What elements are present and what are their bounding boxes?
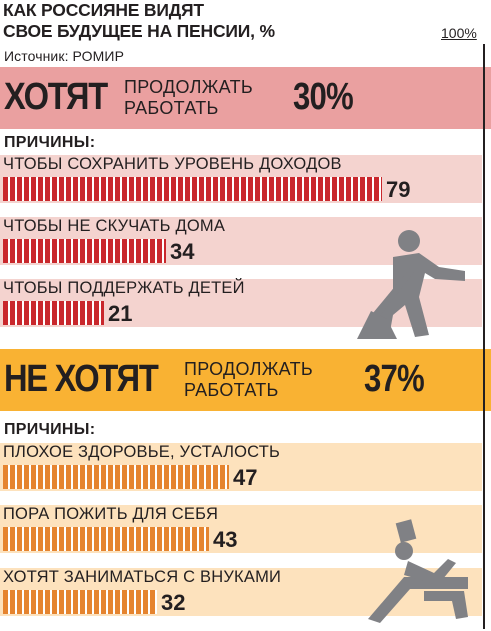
- reason-value-label: 47: [233, 465, 258, 490]
- want-to-work-header: ХОТЯТ ПРОДОЛЖАТЬ РАБОТАТЬ 30%: [0, 67, 491, 129]
- scale-max-label: 100%: [441, 25, 477, 41]
- reason-bar: [3, 527, 209, 551]
- group-subtitle-line-1: ПРОДОЛЖАТЬ: [124, 77, 253, 97]
- not-want-to-work-section: НЕ ХОТЯТ ПРОДОЛЖАТЬ РАБОТАТЬ 37% ПРИЧИНЫ…: [0, 349, 491, 631]
- reason-label: ЧТОБЫ НЕ СКУЧАТЬ ДОМА: [3, 217, 226, 235]
- not-want-to-work-header: НЕ ХОТЯТ ПРОДОЛЖАТЬ РАБОТАТЬ 37%: [0, 349, 491, 411]
- group-subtitle-line-2: РАБОТАТЬ: [124, 98, 219, 118]
- reason-label: ЧТОБЫ ПОДДЕРЖАТЬ ДЕТЕЙ: [3, 279, 245, 297]
- reason-label: ПЛОХОЕ ЗДОРОВЬЕ, УСТАЛОСТЬ: [3, 443, 281, 461]
- group-subtitle-line-1: ПРОДОЛЖАТЬ: [184, 359, 313, 379]
- reason-bar: [3, 177, 382, 201]
- reason-bar: [3, 465, 229, 489]
- reason-value-label: 43: [213, 527, 238, 552]
- reason-label: ХОТЯТ ЗАНИМАТЬСЯ С ВНУКАМИ: [3, 568, 282, 586]
- reason-bar: [3, 239, 166, 263]
- reason-label: ЧТОБЫ СОХРАНИТЬ УРОВЕНЬ ДОХОДОВ: [3, 155, 342, 173]
- reason-value-label: 32: [161, 590, 186, 615]
- group-subtitle-line-2: РАБОТАТЬ: [184, 380, 279, 400]
- title-line-2: СВОЕ БУДУЩЕЕ НА ПЕНСИИ, %: [3, 21, 275, 41]
- want-to-work-section: ХОТЯТ ПРОДОЛЖАТЬ РАБОТАТЬ 30% ПРИЧИНЫ: Ч…: [0, 67, 491, 349]
- chart-title: КАК РОССИЯНЕ ВИДЯТ СВОЕ БУДУЩЕЕ НА ПЕНСИ…: [3, 0, 275, 42]
- group-percent: 37%: [364, 358, 425, 400]
- reason-value-label: 79: [386, 177, 411, 202]
- reason-value-label: 34: [170, 239, 195, 264]
- man-shoveling-icon: [357, 230, 465, 339]
- group-title: ХОТЯТ: [4, 76, 108, 118]
- reason-value-label: 21: [108, 301, 133, 326]
- reason-label: ПОРА ПОЖИТЬ ДЛЯ СЕБЯ: [3, 505, 219, 523]
- reason-row: ПЛОХОЕ ЗДОРОВЬЕ, УСТАЛОСТЬ 47: [0, 443, 482, 491]
- group-percent: 30%: [293, 76, 354, 118]
- title-line-1: КАК РОССИЯНЕ ВИДЯТ: [3, 0, 204, 20]
- scale-100-line: [483, 44, 485, 629]
- reason-row: ХОТЯТ ЗАНИМАТЬСЯ С ВНУКАМИ 32: [0, 568, 482, 616]
- reason-bar: [3, 590, 157, 614]
- source-note: Источник: РОМИР: [4, 48, 125, 64]
- group-title: НЕ ХОТЯТ: [4, 358, 159, 400]
- man-reclining-icon: [368, 519, 468, 623]
- reasons-label: ПРИЧИНЫ:: [4, 134, 96, 151]
- reason-row: ЧТОБЫ СОХРАНИТЬ УРОВЕНЬ ДОХОДОВ 79: [0, 155, 482, 203]
- reason-bar: [3, 301, 104, 325]
- reasons-label: ПРИЧИНЫ:: [4, 421, 96, 438]
